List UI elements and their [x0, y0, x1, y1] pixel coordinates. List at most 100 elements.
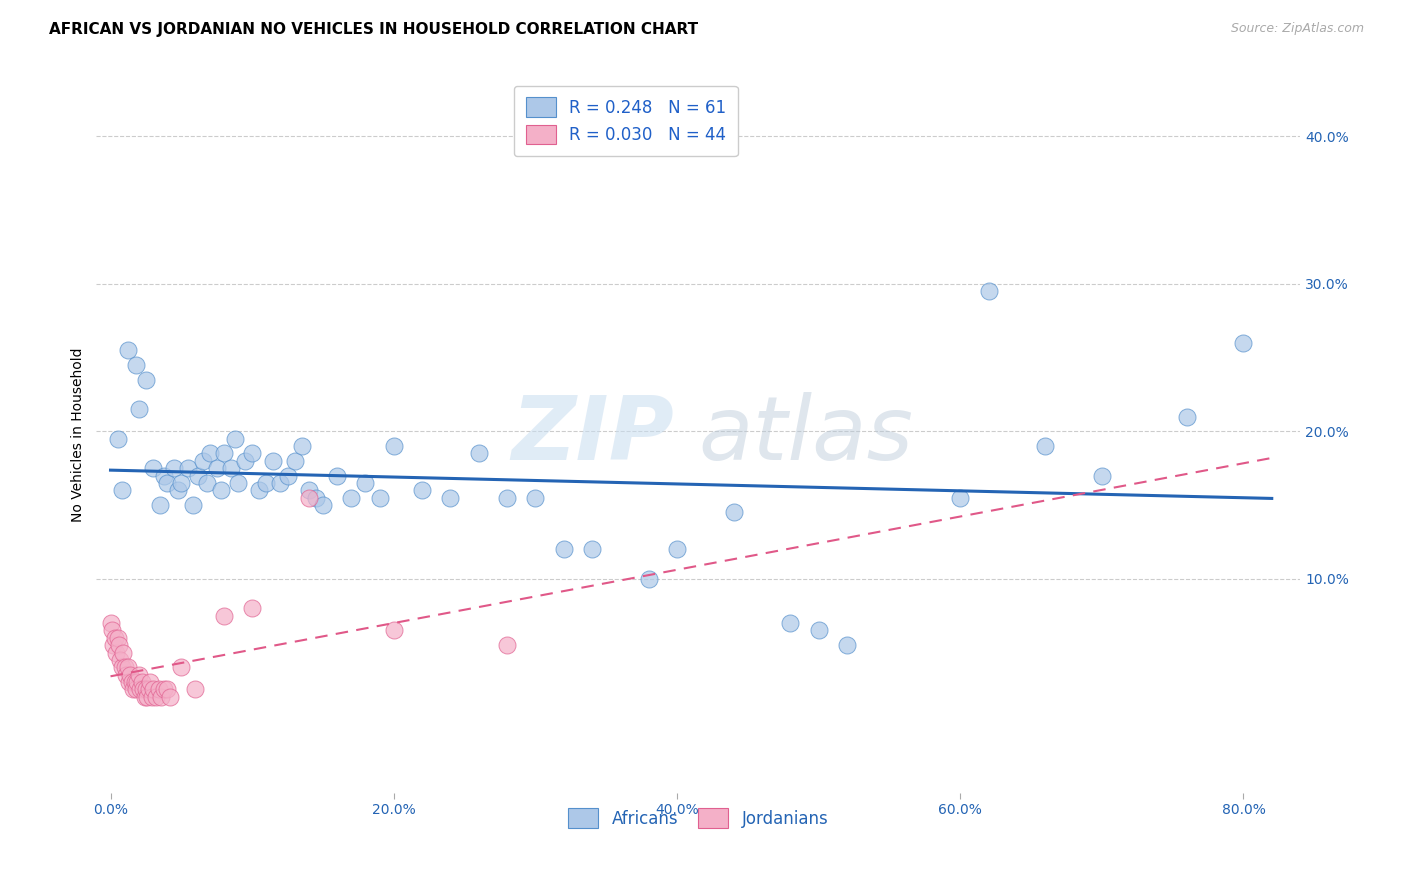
Point [1232, 335, 1254, 350]
Point [156, 475, 179, 490]
Point [121, 675, 143, 690]
Point [723, 506, 745, 520]
Point [807, 624, 830, 638]
Point [136, 690, 159, 704]
Legend: Africans, Jordanians: Africans, Jordanians [561, 802, 835, 834]
Point [167, 483, 190, 498]
Text: atlas: atlas [699, 392, 912, 478]
Point [181, 498, 204, 512]
Point [262, 454, 284, 468]
Point [1175, 409, 1198, 424]
Point [233, 454, 256, 468]
Point [117, 660, 139, 674]
Point [439, 491, 461, 505]
Point [159, 690, 181, 704]
Point [411, 483, 433, 498]
Point [153, 682, 176, 697]
Point [127, 675, 149, 690]
Point [163, 461, 186, 475]
Point [153, 468, 176, 483]
Point [298, 491, 321, 505]
Point [170, 475, 193, 490]
Point [114, 660, 136, 674]
Point [326, 468, 349, 483]
Point [467, 446, 489, 460]
Point [139, 675, 162, 690]
Point [240, 446, 263, 460]
Point [135, 682, 157, 697]
Point [195, 475, 218, 490]
Point [779, 616, 801, 631]
Point [240, 601, 263, 615]
Point [128, 667, 150, 681]
Point [111, 660, 134, 674]
Point [124, 675, 146, 690]
Point [104, 631, 127, 645]
Point [198, 446, 221, 460]
Point [581, 542, 603, 557]
Point [254, 475, 277, 490]
Point [312, 498, 335, 512]
Point [219, 461, 242, 475]
Text: ZIP: ZIP [512, 392, 673, 478]
Point [187, 468, 209, 483]
Point [141, 690, 163, 704]
Point [150, 690, 173, 704]
Point [100, 616, 122, 631]
Point [111, 483, 134, 498]
Point [524, 491, 547, 505]
Point [125, 358, 148, 372]
Point [637, 572, 659, 586]
Point [226, 475, 249, 490]
Point [247, 483, 270, 498]
Point [212, 446, 235, 460]
Point [977, 285, 1000, 299]
Point [382, 624, 405, 638]
Point [949, 491, 972, 505]
Point [205, 461, 228, 475]
Point [496, 638, 519, 652]
Point [191, 454, 214, 468]
Point [107, 631, 129, 645]
Point [340, 491, 363, 505]
Point [665, 542, 688, 557]
Point [277, 468, 299, 483]
Text: Source: ZipAtlas.com: Source: ZipAtlas.com [1230, 22, 1364, 36]
Point [184, 682, 207, 697]
Point [368, 491, 391, 505]
Point [835, 638, 858, 652]
Point [117, 343, 139, 358]
Point [105, 646, 128, 660]
Point [148, 682, 170, 697]
Point [107, 432, 129, 446]
Point [135, 373, 157, 387]
Point [110, 653, 132, 667]
Point [284, 454, 307, 468]
Point [128, 402, 150, 417]
Point [118, 675, 141, 690]
Point [129, 682, 152, 697]
Point [149, 498, 172, 512]
Point [224, 432, 246, 446]
Point [112, 646, 135, 660]
Point [120, 667, 142, 681]
Point [177, 461, 200, 475]
Point [145, 690, 167, 704]
Point [132, 682, 155, 697]
Point [101, 624, 124, 638]
Point [212, 608, 235, 623]
Point [156, 682, 179, 697]
Point [131, 675, 153, 690]
Point [269, 475, 291, 490]
Point [125, 682, 148, 697]
Point [108, 638, 131, 652]
Point [134, 690, 156, 704]
Point [115, 667, 138, 681]
Point [496, 491, 519, 505]
Point [103, 638, 125, 652]
Point [142, 461, 165, 475]
Point [305, 491, 328, 505]
Point [170, 660, 193, 674]
Point [354, 475, 377, 490]
Y-axis label: No Vehicles in Household: No Vehicles in Household [72, 348, 86, 523]
